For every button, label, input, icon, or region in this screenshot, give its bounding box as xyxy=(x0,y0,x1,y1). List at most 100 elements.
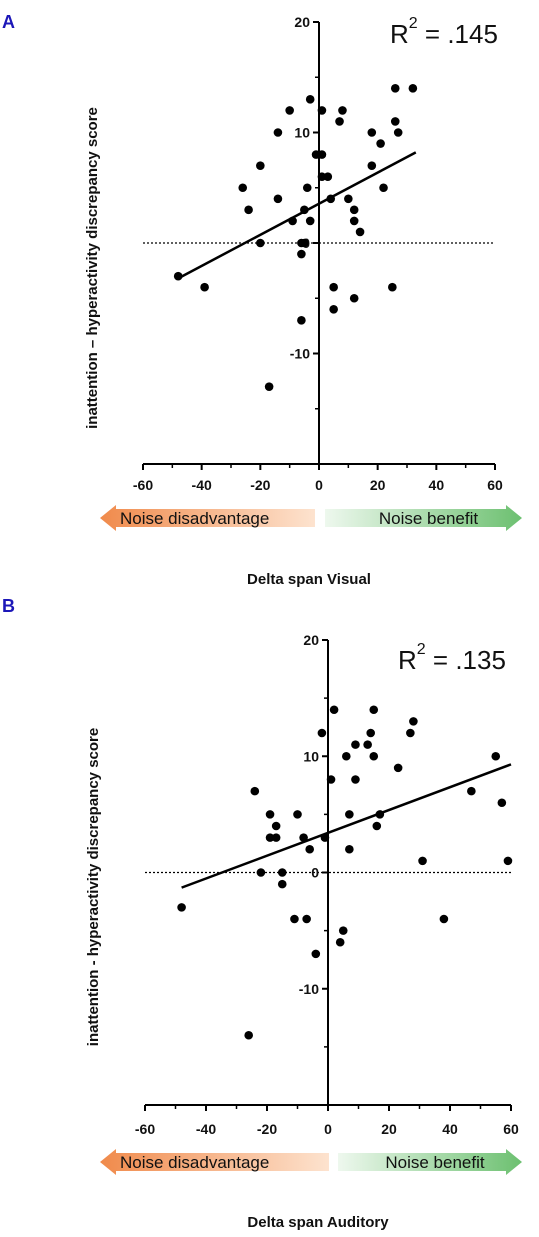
data-point xyxy=(244,1030,253,1040)
data-point xyxy=(491,751,501,761)
x-axis-label: Delta span Auditory xyxy=(247,1214,389,1231)
data-point xyxy=(355,227,365,237)
data-point xyxy=(329,282,338,292)
arrow-right-label: Noise benefit xyxy=(385,1153,485,1172)
data-point xyxy=(290,914,299,924)
data-point xyxy=(200,282,209,292)
data-point xyxy=(393,128,403,137)
data-point xyxy=(285,106,294,115)
data-point xyxy=(256,868,266,877)
x-tick-label: -60 xyxy=(133,477,153,493)
data-point xyxy=(273,194,283,204)
data-point xyxy=(338,926,348,935)
x-tick-label: 60 xyxy=(487,477,503,493)
r-squared-annotation: R2 = .145 xyxy=(390,15,498,49)
data-point xyxy=(376,139,385,148)
y-tick-label: 0 xyxy=(311,865,319,881)
data-point xyxy=(349,205,359,215)
data-point xyxy=(256,238,265,248)
data-point xyxy=(367,161,377,170)
arrow-left-icon xyxy=(100,505,315,531)
x-tick-label: 40 xyxy=(429,477,445,493)
panel-letter: B xyxy=(2,596,15,616)
data-point xyxy=(177,903,186,912)
data-point xyxy=(390,84,400,93)
data-point xyxy=(305,844,315,854)
data-point xyxy=(393,763,403,773)
data-point xyxy=(297,316,306,325)
data-point xyxy=(305,216,315,226)
regression-line xyxy=(177,151,417,280)
x-tick-label: 60 xyxy=(503,1121,519,1137)
panel-letter: A xyxy=(2,12,15,32)
data-point xyxy=(349,293,359,303)
x-tick-label: 20 xyxy=(370,477,386,493)
data-point xyxy=(264,382,274,391)
data-point xyxy=(408,84,418,93)
x-tick-label: 40 xyxy=(442,1121,458,1137)
arrow-right-icon xyxy=(325,505,522,531)
data-point xyxy=(238,183,248,193)
data-point xyxy=(390,117,400,126)
data-point xyxy=(271,821,281,831)
data-point xyxy=(345,810,354,819)
data-point xyxy=(369,705,379,715)
data-point xyxy=(277,879,287,889)
y-tick-label: 20 xyxy=(294,14,310,30)
data-point xyxy=(293,810,302,819)
arrow-right-icon xyxy=(338,1149,522,1175)
data-point xyxy=(317,150,327,159)
data-point xyxy=(409,717,418,726)
data-point xyxy=(299,833,308,842)
data-point xyxy=(367,128,377,137)
data-point xyxy=(317,106,327,115)
data-point xyxy=(297,249,306,259)
data-point xyxy=(335,117,344,126)
data-point xyxy=(335,937,345,947)
data-point xyxy=(244,205,253,215)
data-point xyxy=(379,183,388,193)
panel-b: B -60 -40 -20 0 20 40 60 20 10 0 -10 inattention - h… xyxy=(2,596,522,1231)
data-point xyxy=(467,786,476,796)
x-tick-label: 0 xyxy=(324,1121,332,1137)
data-point xyxy=(388,282,397,292)
data-point xyxy=(271,833,281,842)
y-tick-label: 10 xyxy=(294,125,310,141)
x-tick-label: 20 xyxy=(381,1121,397,1137)
data-point xyxy=(338,106,347,115)
data-point xyxy=(329,305,338,314)
arrow-right-label: Noise benefit xyxy=(379,509,479,528)
x-tick-label: -60 xyxy=(135,1121,155,1137)
y-tick-label: -10 xyxy=(299,981,319,997)
data-point xyxy=(311,949,321,959)
regression-line xyxy=(181,763,512,889)
data-point xyxy=(503,856,513,866)
y-axis-label: inattention – hyperactivity discrepancy … xyxy=(84,107,101,429)
data-point xyxy=(406,728,415,738)
data-point xyxy=(351,775,360,784)
data-point xyxy=(329,705,339,715)
x-tick-label: -40 xyxy=(196,1121,216,1137)
data-point xyxy=(351,740,360,749)
x-axis-label: Delta span Visual xyxy=(247,571,371,588)
x-tick-label: -40 xyxy=(192,477,212,493)
data-point xyxy=(369,751,379,761)
data-point xyxy=(256,161,265,170)
data-point xyxy=(317,728,327,738)
x-tick-label: -20 xyxy=(257,1121,277,1137)
data-point xyxy=(323,172,333,181)
data-point xyxy=(302,914,311,924)
data-point xyxy=(305,95,315,104)
data-point xyxy=(497,798,507,808)
data-point xyxy=(326,775,336,784)
y-tick-label: -10 xyxy=(290,346,310,362)
data-point xyxy=(366,728,376,738)
y-tick-label: 20 xyxy=(303,632,319,648)
y-axis-label: inattention - hyperactivity discrepancy … xyxy=(85,728,102,1046)
data-point xyxy=(342,751,351,761)
arrow-left-label: Noise disadvantage xyxy=(120,1153,269,1172)
arrow-left-icon xyxy=(100,1149,329,1175)
x-tick-label: 0 xyxy=(315,477,323,493)
